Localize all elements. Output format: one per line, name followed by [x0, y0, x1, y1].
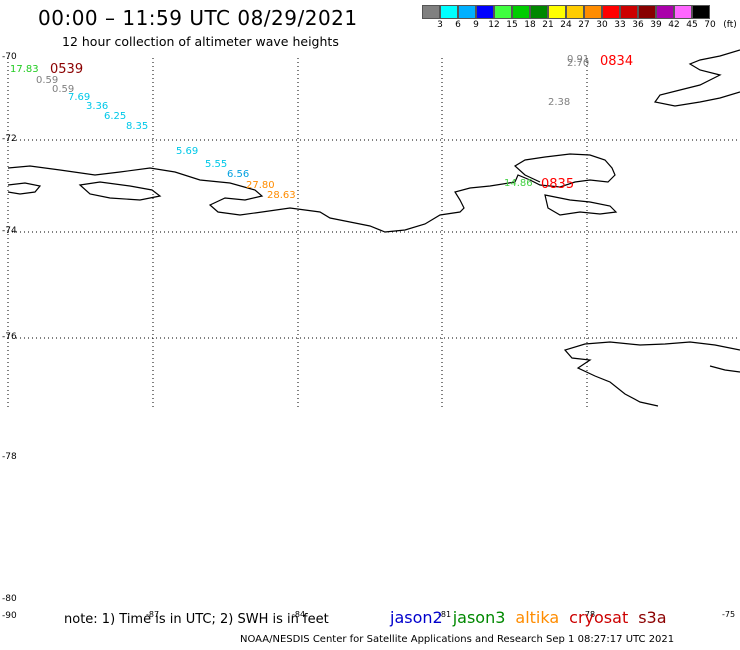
legend-bin-label: 3	[437, 20, 443, 30]
legend-swatch	[656, 5, 674, 19]
lon-label: -87	[146, 610, 160, 619]
wave-height-label: 3.36	[86, 101, 109, 112]
legend-bin-label: 30	[596, 20, 608, 30]
lat-label: -80	[2, 594, 17, 604]
legend-swatch	[566, 5, 584, 19]
wave-height-label: 14.86	[504, 178, 533, 189]
coastline-southeast-2	[709, 365, 740, 373]
coastline-northeast	[653, 49, 740, 107]
coastline-southeast	[563, 341, 740, 407]
lon-label: -84	[292, 610, 306, 619]
wave-height-label: 5.69	[176, 146, 199, 157]
legend-swatch	[620, 5, 638, 19]
legend-labels: 3 6 9 12 15 18 21 24 27 30 33 36 39 42 45 70 (ft)	[422, 19, 740, 31]
coastline-west-spit	[7, 182, 42, 195]
wave-height-label: 8.35	[126, 121, 149, 132]
legend-bin-label: 27	[578, 20, 590, 30]
lat-label: -70	[2, 52, 17, 62]
legend-swatch	[530, 5, 548, 19]
wave-height-label: 17.83	[10, 64, 39, 75]
wave-height-label: 7.69	[68, 92, 91, 103]
coastline-island-east	[544, 194, 618, 216]
legend-unit: (ft)	[723, 20, 737, 30]
wave-height-label: 0.59	[36, 75, 59, 86]
satellite-jason3: jason3	[452, 608, 506, 627]
legend-swatch	[692, 5, 710, 19]
coastline-inner-loop	[78, 181, 162, 201]
pass-time-label: 0539	[50, 62, 84, 77]
legend-bin-label: 42	[668, 20, 680, 30]
legend-swatch	[674, 5, 692, 19]
legend-bin-label: 36	[632, 20, 644, 30]
lon-label: -75	[722, 610, 736, 619]
legend-swatches	[422, 5, 740, 19]
legend-bin-label: 9	[473, 20, 479, 30]
legend-swatch	[584, 5, 602, 19]
credit-line: NOAA/NESDIS Center for Satellite Applica…	[240, 634, 675, 645]
wave-height-label: 6.56	[227, 169, 250, 180]
footer-note: note: 1) Time is in UTC; 2) SWH is in fe…	[64, 612, 329, 627]
legend-bin-label: 39	[650, 20, 662, 30]
chart-title: 00:00 – 11:59 UTC 08/29/2021	[38, 6, 358, 30]
lon-label: -78	[582, 610, 596, 619]
legend-bin-label: 12	[488, 20, 500, 30]
wave-height-label: 2.70	[567, 58, 590, 69]
lat-label: -74	[2, 226, 17, 236]
wave-height-label: 0.91	[567, 54, 590, 65]
legend-swatch	[638, 5, 656, 19]
lon-label: -81	[438, 610, 452, 619]
legend-swatch	[458, 5, 476, 19]
wave-height-label: 28.63	[267, 190, 296, 201]
wave-height-label: 0.59	[52, 84, 75, 95]
legend-bin-label: 24	[560, 20, 572, 30]
wave-height-label: 2.38	[548, 97, 571, 108]
legend-swatch	[548, 5, 566, 19]
pass-time-label: 0834	[600, 54, 634, 69]
lat-label: -78	[2, 452, 17, 462]
legend-swatch	[602, 5, 620, 19]
wave-height-label: 5.55	[205, 159, 228, 170]
legend-swatch	[512, 5, 530, 19]
lat-label: -90	[2, 611, 17, 621]
legend-bin-label: 45	[686, 20, 698, 30]
satellite-legend: jason2 jason3 altika cryosat s3a	[390, 608, 677, 627]
pass-time-label: 0835	[541, 177, 575, 192]
satellite-s3a: s3a	[638, 608, 667, 627]
legend-swatch	[494, 5, 512, 19]
legend-swatch	[422, 5, 440, 19]
legend-bin-label: 70	[704, 20, 716, 30]
lat-label: -76	[2, 332, 17, 342]
satellite-jason2: jason2	[390, 608, 443, 627]
lat-label: -72	[2, 134, 17, 144]
chart-subtitle: 12 hour collection of altimeter wave hei…	[62, 34, 339, 49]
legend-bin-label: 18	[524, 20, 536, 30]
color-legend: 3 6 9 12 15 18 21 24 27 30 33 36 39 42 45 70 (ft)	[422, 5, 740, 31]
wave-height-label: 6.25	[104, 111, 127, 122]
legend-swatch	[440, 5, 458, 19]
coastline-peninsula	[7, 153, 616, 233]
coastlines	[7, 49, 740, 407]
satellite-altika: altika	[515, 608, 560, 627]
satellite-cryosat: cryosat	[569, 608, 629, 627]
legend-bin-label: 6	[455, 20, 461, 30]
wave-height-label: 27.80	[246, 180, 275, 191]
legend-swatch	[476, 5, 494, 19]
legend-bin-label: 33	[614, 20, 626, 30]
legend-bin-label: 21	[542, 20, 554, 30]
legend-bin-label: 15	[506, 20, 518, 30]
